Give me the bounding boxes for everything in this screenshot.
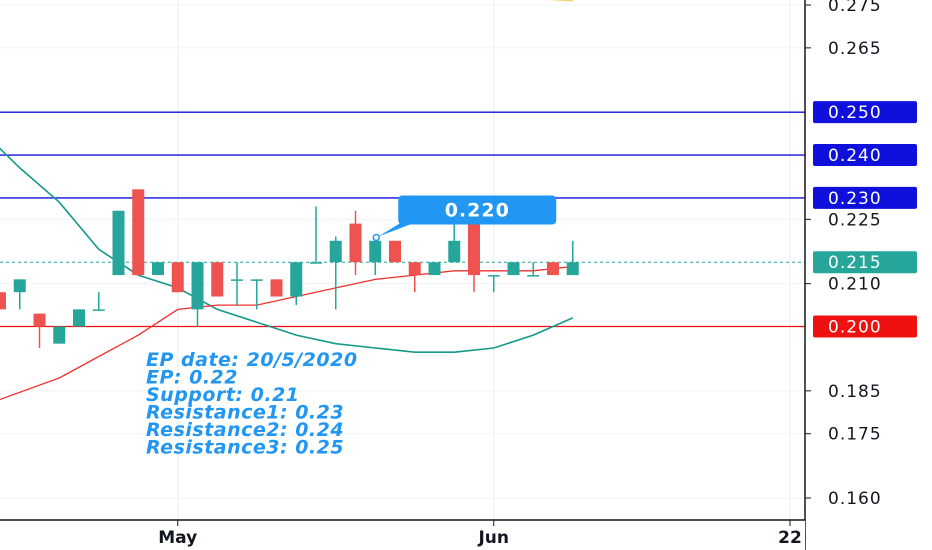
candle-body-6 (112, 210, 125, 276)
candle-8 (152, 262, 164, 276)
candle-11 (211, 262, 224, 297)
candle-5 (92, 292, 105, 311)
candle-9 (171, 262, 184, 293)
candle-body-28 (547, 262, 559, 276)
candle-body-4 (73, 309, 85, 327)
candle-27 (527, 262, 540, 277)
candle-21 (408, 262, 421, 293)
candle-17 (329, 236, 342, 310)
candle-body-2 (33, 313, 46, 327)
candle-20 (389, 240, 401, 263)
time-axis-background (0, 520, 805, 550)
annotation-line-6: Resistance3: 0.25 (146, 437, 344, 459)
level-0.230-badge (813, 186, 917, 209)
annotation-line-3: Support: 0.21 (146, 384, 300, 406)
candle-body-26 (507, 262, 520, 276)
candle-18 (349, 210, 362, 276)
price-tick-label-0: 0.275 (828, 0, 882, 16)
candle-0 (0, 292, 6, 310)
candle-14 (270, 279, 283, 297)
callout-label: 0.220 (445, 199, 510, 221)
price-axis-background (805, 0, 932, 550)
last-price-badge (813, 251, 917, 274)
price-tick-label-6: 0.160 (828, 489, 882, 509)
candle-body-10 (191, 262, 204, 310)
price-tick-label-3: 0.210 (828, 275, 882, 295)
level-0.240-badge (813, 144, 917, 167)
level-0.250-badge (813, 101, 917, 124)
price-tick-label-1: 0.265 (828, 39, 882, 59)
candle-body-24 (468, 223, 480, 276)
candle-body-22 (428, 262, 441, 276)
candle-body-23 (448, 240, 461, 263)
candle-1 (13, 279, 26, 310)
time-tick-label-2: 22 (778, 528, 802, 548)
candle-16 (310, 206, 322, 264)
candle-body-3 (53, 326, 66, 344)
candle-2 (33, 313, 46, 348)
candle-body-17 (329, 240, 342, 263)
callout-anchor-dot (372, 233, 380, 242)
candle-24 (468, 223, 480, 293)
candle-4 (73, 309, 85, 327)
candle-body-11 (211, 262, 224, 297)
candle-body-14 (270, 279, 283, 297)
candle-22 (428, 262, 441, 276)
last-price-badge-label: 0.215 (828, 253, 882, 273)
candle-13 (250, 279, 263, 310)
time-axis: May Jun 22 (0, 519, 805, 550)
candle-body-20 (389, 240, 401, 263)
time-tick-label-0: May (158, 528, 197, 548)
candle-body-19 (369, 240, 382, 263)
candle-body-12 (231, 279, 243, 281)
candle-10 (191, 262, 204, 327)
candle-body-25 (487, 275, 500, 277)
callout-box (398, 195, 557, 225)
level-0.250-badge-label: 0.250 (828, 103, 882, 123)
candle-body-27 (527, 275, 540, 277)
candle-3 (53, 326, 66, 344)
callout-pointer (378, 222, 416, 237)
annotation-line-4: Resistance1: 0.23 (146, 402, 344, 424)
candle-body-29 (566, 262, 579, 276)
candle-6 (112, 210, 125, 276)
candle-7 (132, 189, 145, 276)
candle-12 (231, 262, 243, 306)
price-callout: 0.220 (372, 195, 557, 242)
annotation-line-5: Resistance2: 0.24 (146, 419, 344, 441)
candle-body-1 (13, 279, 26, 293)
teal-moving-average (0, 147, 574, 353)
candle-body-9 (171, 262, 184, 293)
price-tick-label-5: 0.175 (828, 425, 882, 445)
level-0.230-badge-label: 0.230 (828, 189, 882, 209)
candle-29 (566, 240, 579, 276)
candle-19 (369, 240, 382, 276)
candle-body-16 (310, 262, 322, 264)
candle-26 (507, 262, 520, 276)
candle-15 (290, 262, 303, 306)
candle-28 (547, 262, 559, 276)
candle-body-15 (290, 262, 303, 297)
price-tick-label-4: 0.185 (828, 382, 882, 402)
candle-body-0 (0, 292, 6, 310)
annotation-line-2: EP: 0.22 (146, 367, 238, 389)
time-tick-label-1: Jun (477, 528, 509, 548)
level-0.240-badge-label: 0.240 (828, 146, 882, 166)
price-axis: 0.275 0.265 0.225 0.210 0.185 0.175 0.160 0.250… (804, 0, 932, 550)
level-0.200-badge (813, 315, 917, 338)
yellow-trend-line (547, 0, 573, 2)
level-0.200-badge-label: 0.200 (828, 318, 882, 338)
candle-23 (448, 223, 461, 263)
candle-25 (487, 275, 500, 293)
candle-body-7 (132, 189, 145, 276)
candle-body-5 (92, 309, 105, 311)
candle-body-13 (250, 279, 263, 281)
candlesticks (0, 189, 579, 348)
candle-body-18 (349, 223, 362, 263)
candle-body-21 (408, 262, 421, 276)
price-tick-label-2: 0.225 (828, 210, 882, 230)
annotation-line-1: EP date: 20/5/2020 (146, 349, 358, 371)
candle-body-8 (152, 262, 164, 276)
